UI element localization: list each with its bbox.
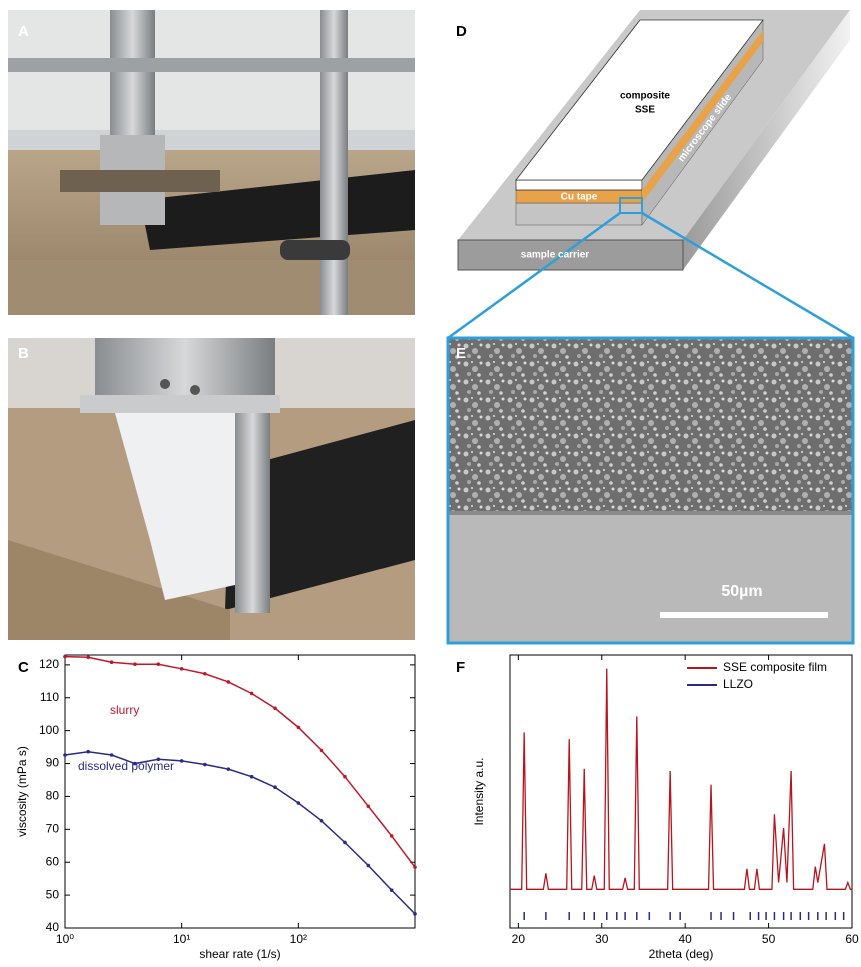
data-point xyxy=(133,662,137,666)
panel-label: B xyxy=(18,345,29,362)
y-tick-label: 40 xyxy=(46,920,60,934)
scale-bar-label: 50µm xyxy=(721,583,762,600)
data-point xyxy=(343,841,347,845)
data-point xyxy=(343,775,347,779)
photo-a xyxy=(8,10,415,315)
x-tick-label: 10⁰ xyxy=(56,932,74,946)
data-line xyxy=(510,669,852,890)
data-point xyxy=(180,667,184,671)
data-point xyxy=(250,775,254,779)
x-tick-label: 60 xyxy=(845,932,859,946)
data-point xyxy=(390,888,394,892)
x-tick-label: 20 xyxy=(512,932,526,946)
data-point xyxy=(273,706,277,710)
y-tick-label: 60 xyxy=(46,854,60,868)
data-point xyxy=(203,763,207,767)
data-point xyxy=(367,864,371,868)
data-point xyxy=(320,749,324,753)
data-point xyxy=(413,912,417,916)
y-axis-label: viscosity (mPa s) xyxy=(15,746,29,837)
data-point xyxy=(110,660,114,664)
y-tick-label: 90 xyxy=(46,756,60,770)
data-point xyxy=(86,750,90,754)
y-tick-label: 120 xyxy=(39,657,59,671)
legend-label: LLZO xyxy=(723,677,753,691)
data-point xyxy=(273,785,277,789)
data-point xyxy=(297,801,301,805)
data-point xyxy=(413,865,417,869)
data-point xyxy=(297,726,301,730)
data-point xyxy=(390,834,394,838)
y-tick-label: 80 xyxy=(46,789,60,803)
diagram-label: sample carrier xyxy=(521,250,589,261)
x-tick-label: 30 xyxy=(595,932,609,946)
y-tick-label: 70 xyxy=(46,821,60,835)
diagram: composite SSE Cu tape microscope slide s… xyxy=(448,10,853,338)
data-point xyxy=(180,759,184,763)
figure: composite SSE Cu tape microscope slide s… xyxy=(0,0,861,967)
y-tick-label: 100 xyxy=(39,723,59,737)
x-tick-label: 10¹ xyxy=(173,932,190,946)
y-axis-label: Intensity a.u. xyxy=(472,757,486,825)
diagram-label: Cu tape xyxy=(561,192,598,203)
data-point xyxy=(110,753,114,757)
data-point xyxy=(157,662,161,666)
panel-label: C xyxy=(18,659,29,676)
panel-label: A xyxy=(18,23,29,40)
data-line xyxy=(65,752,415,914)
x-axis-label: shear rate (1/s) xyxy=(199,947,280,961)
x-tick-label: 40 xyxy=(678,932,692,946)
data-point xyxy=(86,656,90,660)
sem-image: 50µm xyxy=(448,338,853,643)
panel-label: E xyxy=(456,345,466,362)
y-tick-label: 50 xyxy=(46,887,60,901)
x-tick-label: 10² xyxy=(290,932,307,946)
x-axis-label: 2theta (deg) xyxy=(649,947,714,961)
plot-frame xyxy=(65,655,415,928)
data-point xyxy=(226,680,230,684)
diagram-label: SSE xyxy=(635,105,655,116)
data-point xyxy=(63,655,67,659)
diagram-label: composite xyxy=(620,91,670,102)
x-tick-label: 50 xyxy=(762,932,776,946)
annotation: slurry xyxy=(110,703,139,717)
panel-label: F xyxy=(456,659,465,676)
photo-b xyxy=(8,338,415,640)
data-point xyxy=(63,753,67,757)
data-point xyxy=(320,819,324,823)
panel-label: D xyxy=(456,23,467,40)
legend-label: SSE composite film xyxy=(723,660,827,674)
plot-frame xyxy=(510,655,852,928)
annotation: dissolved polymer xyxy=(78,759,174,773)
y-tick-label: 110 xyxy=(40,690,59,704)
data-point xyxy=(250,692,254,696)
data-point xyxy=(203,672,207,676)
data-point xyxy=(226,767,230,771)
data-point xyxy=(367,805,371,809)
